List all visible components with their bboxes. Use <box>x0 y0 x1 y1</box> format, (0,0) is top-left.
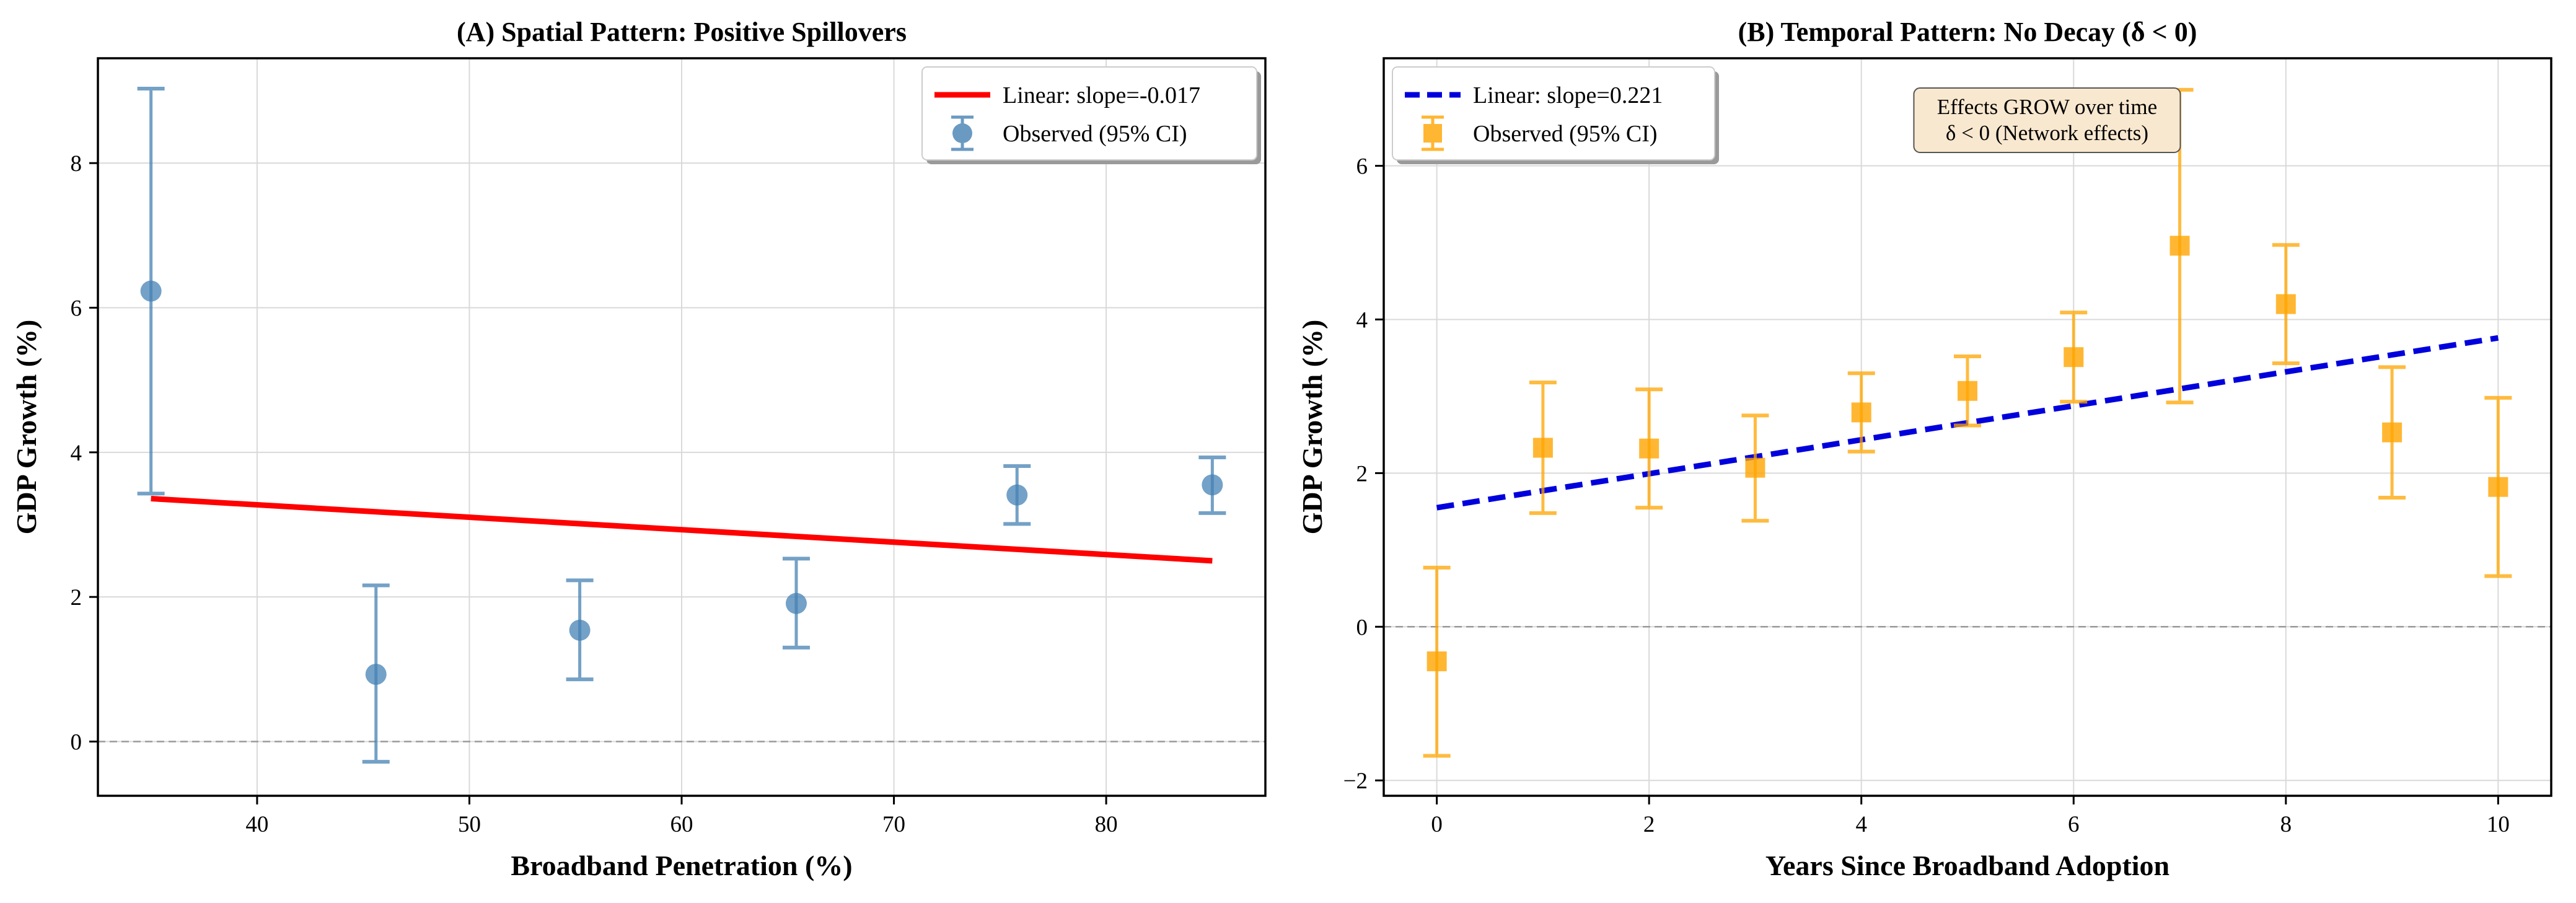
panel-b-data-point <box>2275 294 2296 314</box>
panel-a-legend-observed-swatch <box>951 115 974 151</box>
panel-b-temporal-pattern: (B) Temporal Pattern: No Decay (δ < 0) 0 2… <box>1296 17 2552 881</box>
panel-b-y-axis-label: GDP Growth (%) <box>1296 320 1328 535</box>
panel-a-y-tick-label: 8 <box>71 151 82 177</box>
panel-b-annotation-line: δ < 0 (Network effects) <box>1946 121 2148 145</box>
panel-a-x-tick-label: 70 <box>882 812 905 837</box>
panel-a-data-point <box>140 280 162 302</box>
panel-a-y-tick-label: 4 <box>71 441 82 466</box>
panel-b-annotation-box <box>1913 87 2181 153</box>
panel-a-y-tick-label: 2 <box>71 585 82 610</box>
panel-b-legend-swatch-marker <box>1423 124 1442 143</box>
panel-a-data-point <box>1202 474 1223 496</box>
panel-b-y-tick-label: 2 <box>1356 461 1368 487</box>
panel-b-data-point <box>1532 438 1553 458</box>
panel-a-spatial-pattern: (A) Spatial Pattern: Positive Spillovers… <box>11 17 1267 881</box>
panel-b-x-tick-label: 6 <box>2068 812 2080 837</box>
panel-b-data-point <box>2488 477 2508 497</box>
panel-b-data-point <box>1958 381 1977 401</box>
panel-a-x-tick-label: 80 <box>1095 812 1118 837</box>
panel-b-observed-series <box>1423 87 2512 758</box>
panel-b-data-point <box>1745 457 1765 478</box>
panel-a-legend-box <box>921 66 1257 161</box>
panel-a-data-point <box>1006 484 1028 506</box>
panel-b-data-point <box>2064 347 2084 368</box>
panel-b-x-tick-label: 2 <box>1643 812 1655 837</box>
panel-b-x-tick-label: 8 <box>2280 812 2292 837</box>
panel-b-x-tick-label: 10 <box>2487 812 2510 837</box>
panel-b-legend-fit-label: Linear: slope=0.221 <box>1473 82 1663 108</box>
panel-a-data-point <box>569 619 591 641</box>
panel-a-fit-line <box>151 496 1213 564</box>
panel-b-data-point <box>2382 422 2402 443</box>
panel-a-legend-observed-label: Observed (95% CI) <box>1003 121 1187 147</box>
panel-b-x-axis-label: Years Since Broadband Adoption <box>1765 850 2169 881</box>
panel-b-y-tick-label: 4 <box>1356 307 1368 333</box>
panel-b-legend-observed-label: Observed (95% CI) <box>1473 121 1658 147</box>
panel-a-title: (A) Spatial Pattern: Positive Spillovers <box>457 17 907 47</box>
panel-a-y-tick-label: 6 <box>71 296 82 322</box>
panel-b-legend-box <box>1392 66 1715 161</box>
panel-a-y-axis-label: GDP Growth (%) <box>11 320 42 535</box>
panel-b-title: (B) Temporal Pattern: No Decay (δ < 0) <box>1738 17 2197 47</box>
panel-a-observed-series <box>137 87 1226 764</box>
panel-b-legend: Linear: slope=0.221 Observed (95% CI) <box>1392 66 1719 164</box>
panel-b-annotation-line: Effects GROW over time <box>1937 95 2157 119</box>
panel-a-y-tick-label: 0 <box>71 730 82 755</box>
panel-a-x-tick-label: 50 <box>458 812 481 837</box>
panel-b-data-point <box>2169 236 2190 256</box>
panel-b-legend-observed-swatch <box>1422 115 1444 151</box>
panel-b-data-point <box>1426 651 1447 672</box>
panel-b-y-tick-label: 0 <box>1356 615 1368 640</box>
panel-a-x-axis-label: Broadband Penetration (%) <box>511 850 852 881</box>
panel-b-x-tick-label: 0 <box>1431 812 1443 837</box>
panel-a-x-tick-label: 40 <box>245 812 268 837</box>
panel-a-x-tick-label: 60 <box>670 812 693 837</box>
panel-b-x-tick-label: 4 <box>1855 812 1867 837</box>
panel-a-data-point <box>365 664 387 685</box>
panel-b-y-tick-label: −2 <box>1343 769 1368 794</box>
panel-a-legend-swatch-marker <box>952 123 972 143</box>
panel-b-axes-frame <box>1383 57 2552 797</box>
panel-b-data-point <box>1639 438 1659 459</box>
panel-b-y-tick-label: 6 <box>1356 154 1368 180</box>
panel-b-data-point <box>1851 402 1871 423</box>
panel-a-data-point <box>785 592 807 614</box>
panel-a-legend-fit-label: Linear: slope=-0.017 <box>1003 82 1200 108</box>
panel-a-legend: Linear: slope=-0.017 Observed (95% CI) <box>921 66 1261 164</box>
